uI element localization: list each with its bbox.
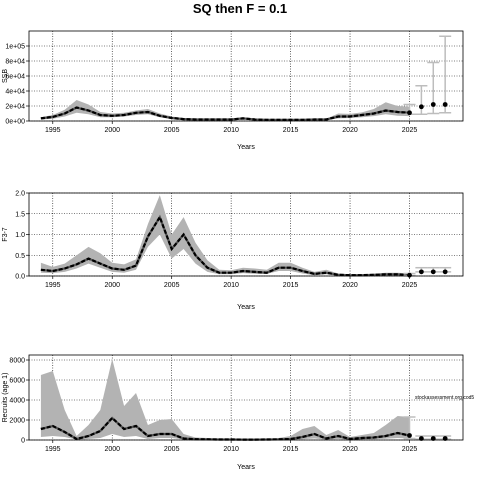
y-axis-label: SSB xyxy=(2,69,9,83)
x-tick-label-3: 2010 xyxy=(223,282,239,289)
y-tick-label-1: 2e+04 xyxy=(5,104,25,111)
confidence-band xyxy=(40,195,410,276)
y-axis-label: Recruits (age 1) xyxy=(2,373,9,423)
panel-recruitment: 1995 2000 2005 2010 2015 2020 2025 0 2000 4000 600… xyxy=(2,354,464,471)
x-tick-label-0: 1995 xyxy=(45,446,61,453)
forecast-point-1 xyxy=(418,269,424,275)
y-tick-label-1: 0.5 xyxy=(15,253,25,260)
watermark-text: stockassessment.org,cod5 xyxy=(415,395,474,401)
y-tick-label-2: 4000 xyxy=(9,398,25,405)
confidence-band xyxy=(40,359,410,440)
x-tick-label-0: 1995 xyxy=(45,127,61,134)
forecast-point-0 xyxy=(407,433,412,438)
y-tick-label-3: 6000 xyxy=(9,378,25,385)
y-tick-label-4: 8e+04 xyxy=(5,59,25,66)
forecast-point-0 xyxy=(407,110,412,116)
y-tick-label-0: 0e+00 xyxy=(5,119,25,126)
x-tick-label-4: 2015 xyxy=(283,127,299,134)
y-tick-label-3: 1.5 xyxy=(15,211,25,218)
forecast-point-3 xyxy=(442,269,448,275)
y-tick-label-2: 1.0 xyxy=(15,232,25,239)
x-tick-label-6: 2025 xyxy=(402,446,418,453)
x-tick-label-1: 2000 xyxy=(104,282,120,289)
y-tick-label-1: 2000 xyxy=(9,418,25,425)
x-tick-label-1: 2000 xyxy=(104,446,120,453)
forecast-point-2 xyxy=(430,269,436,275)
x-tick-label-3: 2010 xyxy=(223,127,239,134)
x-tick-label-4: 2015 xyxy=(283,282,299,289)
forecast-point-3 xyxy=(442,102,448,107)
forecast-point-2 xyxy=(430,102,436,107)
x-tick-label-2: 2005 xyxy=(164,446,180,453)
estimate-line xyxy=(40,214,410,277)
y-axis-label: F3-7 xyxy=(2,227,9,242)
y-tick-label-4: 8000 xyxy=(9,358,25,365)
estimate-line-base xyxy=(40,214,410,277)
x-tick-label-2: 2005 xyxy=(164,127,180,134)
estimate-line xyxy=(40,106,410,122)
y-tick-label-2: 4e+04 xyxy=(5,89,25,96)
x-tick-label-4: 2015 xyxy=(283,446,299,453)
y-tick-label-4: 2.0 xyxy=(15,191,25,198)
x-axis-label: Years xyxy=(237,144,255,151)
x-tick-label-6: 2025 xyxy=(402,282,418,289)
y-tick-label-0: 0.0 xyxy=(15,274,25,281)
x-tick-label-6: 2025 xyxy=(402,127,418,134)
x-tick-label-5: 2020 xyxy=(342,446,358,453)
y-tick-label-0: 0 xyxy=(21,438,25,445)
x-tick-label-0: 1995 xyxy=(45,282,61,289)
x-tick-label-5: 2020 xyxy=(342,282,358,289)
x-axis-label: Years xyxy=(237,464,255,471)
forecast-point-1 xyxy=(418,104,424,110)
x-tick-label-2: 2005 xyxy=(164,282,180,289)
estimate-line xyxy=(40,416,410,441)
panel-fishing-mortality: 1995 2000 2005 2010 2015 2020 2025 0.0 0.5 1.0 1.5… xyxy=(2,191,464,311)
y-tick-label-5: 1e+05 xyxy=(5,44,25,51)
x-tick-label-1: 2000 xyxy=(104,127,120,134)
y-tick-label-3: 6e+04 xyxy=(5,74,25,81)
x-tick-label-3: 2010 xyxy=(223,446,239,453)
x-tick-label-5: 2020 xyxy=(342,127,358,134)
plot-frame xyxy=(28,354,464,441)
x-axis-label: Years xyxy=(237,304,255,311)
panel-ssb: 1995 2000 2005 2010 2015 2020 2025 0e+00 2e+04 4e… xyxy=(2,30,464,151)
confidence-band xyxy=(40,100,410,121)
chart-title: SQ then F = 0.1 xyxy=(193,1,287,16)
